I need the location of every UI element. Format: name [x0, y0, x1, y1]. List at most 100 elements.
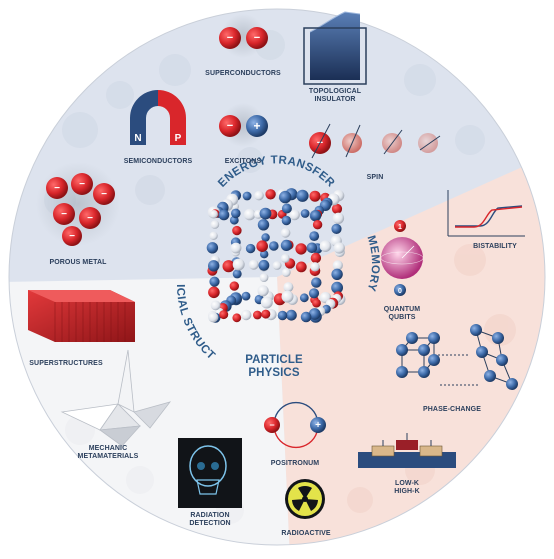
low-high-k-label: LOW-K HIGH-K [382, 480, 432, 496]
mof-atom [286, 309, 297, 321]
mof-atom [331, 268, 343, 280]
excitons-group: − + [219, 103, 268, 147]
minus-icon: − [227, 32, 233, 44]
mof-atom [280, 239, 292, 251]
minus-icon: − [69, 231, 75, 242]
mof-atom [222, 260, 235, 273]
semiconductors-group: N P [130, 90, 186, 145]
mof-atom [281, 268, 291, 277]
topological-insulator-label: TOPOLOGICAL INSULATOR [300, 88, 370, 104]
mof-atom [289, 209, 300, 221]
mof-atom [295, 243, 307, 255]
topological-insulator-icon [310, 12, 360, 80]
mof-atom [209, 231, 218, 240]
mof-atom [296, 189, 309, 202]
mof-atom [206, 242, 219, 254]
phase-change-group [396, 324, 518, 390]
mof-atom [310, 252, 322, 264]
mof-atom [256, 240, 269, 252]
topological-insulator-line1: TOPOLOGICAL [308, 88, 362, 95]
mof-atom [259, 273, 269, 282]
memory-label: MEMORY [364, 234, 381, 293]
minus-icon: − [79, 179, 85, 190]
mof-atom [209, 210, 218, 219]
mof-atom [299, 293, 309, 303]
mof-atom [308, 308, 321, 320]
mof-atom [310, 210, 321, 221]
mof-atom [261, 233, 270, 242]
minus-icon: − [227, 120, 233, 132]
mof-atom [209, 276, 220, 287]
mof-atom [261, 309, 271, 319]
positronium-label: POSITRONUM [270, 460, 320, 467]
minus-icon: − [101, 189, 107, 200]
mof-atom [232, 225, 242, 236]
mof-atom [241, 291, 251, 301]
mof-atom [208, 312, 219, 323]
magnet-n-label: N [134, 133, 141, 144]
mof-atom [253, 310, 262, 320]
spin-group: − [309, 123, 441, 159]
mof-atom [232, 269, 242, 279]
mof-atom [269, 241, 279, 251]
mof-atom [219, 310, 229, 320]
magnet-p-label: P [175, 133, 182, 144]
origami-crane-icon [60, 349, 172, 447]
quantum-qubits-line1: QUANTUM [383, 306, 421, 313]
mof-atom [232, 258, 245, 271]
mof-atom [230, 242, 242, 254]
hysteresis-curve [455, 205, 523, 227]
mof-atom [333, 242, 345, 254]
mof-atom [248, 259, 259, 270]
mof-atom [312, 220, 323, 230]
radiation-detection-label: RADIATION DETECTION [172, 512, 248, 528]
mof-atom [300, 209, 310, 218]
outer-ring [8, 8, 546, 546]
mof-atom [310, 262, 320, 272]
superconductors-label: SUPERCONDUCTORS [205, 70, 281, 77]
mechanic-metamaterials-line2: METAMATERIALS [77, 453, 139, 460]
mof-atom [208, 260, 220, 272]
mof-atom [281, 290, 294, 303]
mof-atom [245, 243, 256, 254]
particle-physics-label: PARTICLE PHYSICS [234, 354, 314, 380]
xray-screen [178, 438, 242, 508]
mof-atom [311, 277, 322, 288]
mof-atom [210, 300, 221, 311]
spin-label: SPIN [366, 174, 384, 181]
superstructures-group [28, 290, 135, 342]
mof-atom [312, 298, 321, 308]
minus-icon: − [254, 32, 260, 44]
electron-ball [219, 115, 241, 137]
superconductors-group: − − [219, 14, 268, 58]
radioactive-icon [285, 479, 325, 519]
radioactive-label: RADIOACTIVE [281, 530, 331, 537]
mof-atom [229, 281, 239, 291]
mof-atom [300, 311, 312, 323]
excitons-label: EXCITONS [224, 158, 262, 165]
mechanic-metamaterials-label: MECHANIC METAMATERIALS [68, 445, 148, 461]
mof-atom [260, 296, 273, 309]
high-k-line: HIGH-K [394, 488, 420, 495]
hole-ball [246, 115, 268, 137]
radiation-detection-group [178, 438, 242, 508]
mof-atom [208, 286, 220, 299]
mof-atom [272, 261, 282, 270]
quantum-qubits-line2: QUBITS [388, 314, 416, 321]
mof-atom [309, 231, 320, 242]
mechanic-metamaterials-line1: MECHANIC [88, 445, 128, 452]
bistability-group [447, 190, 525, 237]
mof-atom [243, 208, 256, 221]
mof-atom [281, 215, 292, 226]
qubit-one-label: 1 [398, 224, 402, 231]
topological-insulator-group [303, 11, 367, 85]
electron-ball [246, 27, 268, 49]
quantum-qubits-group: 1 0 [380, 220, 424, 296]
mof-atom [259, 207, 272, 220]
low-k-line: LOW-K [394, 480, 420, 487]
mof-atom [306, 242, 318, 254]
mof-atom [331, 203, 343, 214]
mof-atom [319, 240, 332, 252]
mof-atom [331, 223, 342, 234]
